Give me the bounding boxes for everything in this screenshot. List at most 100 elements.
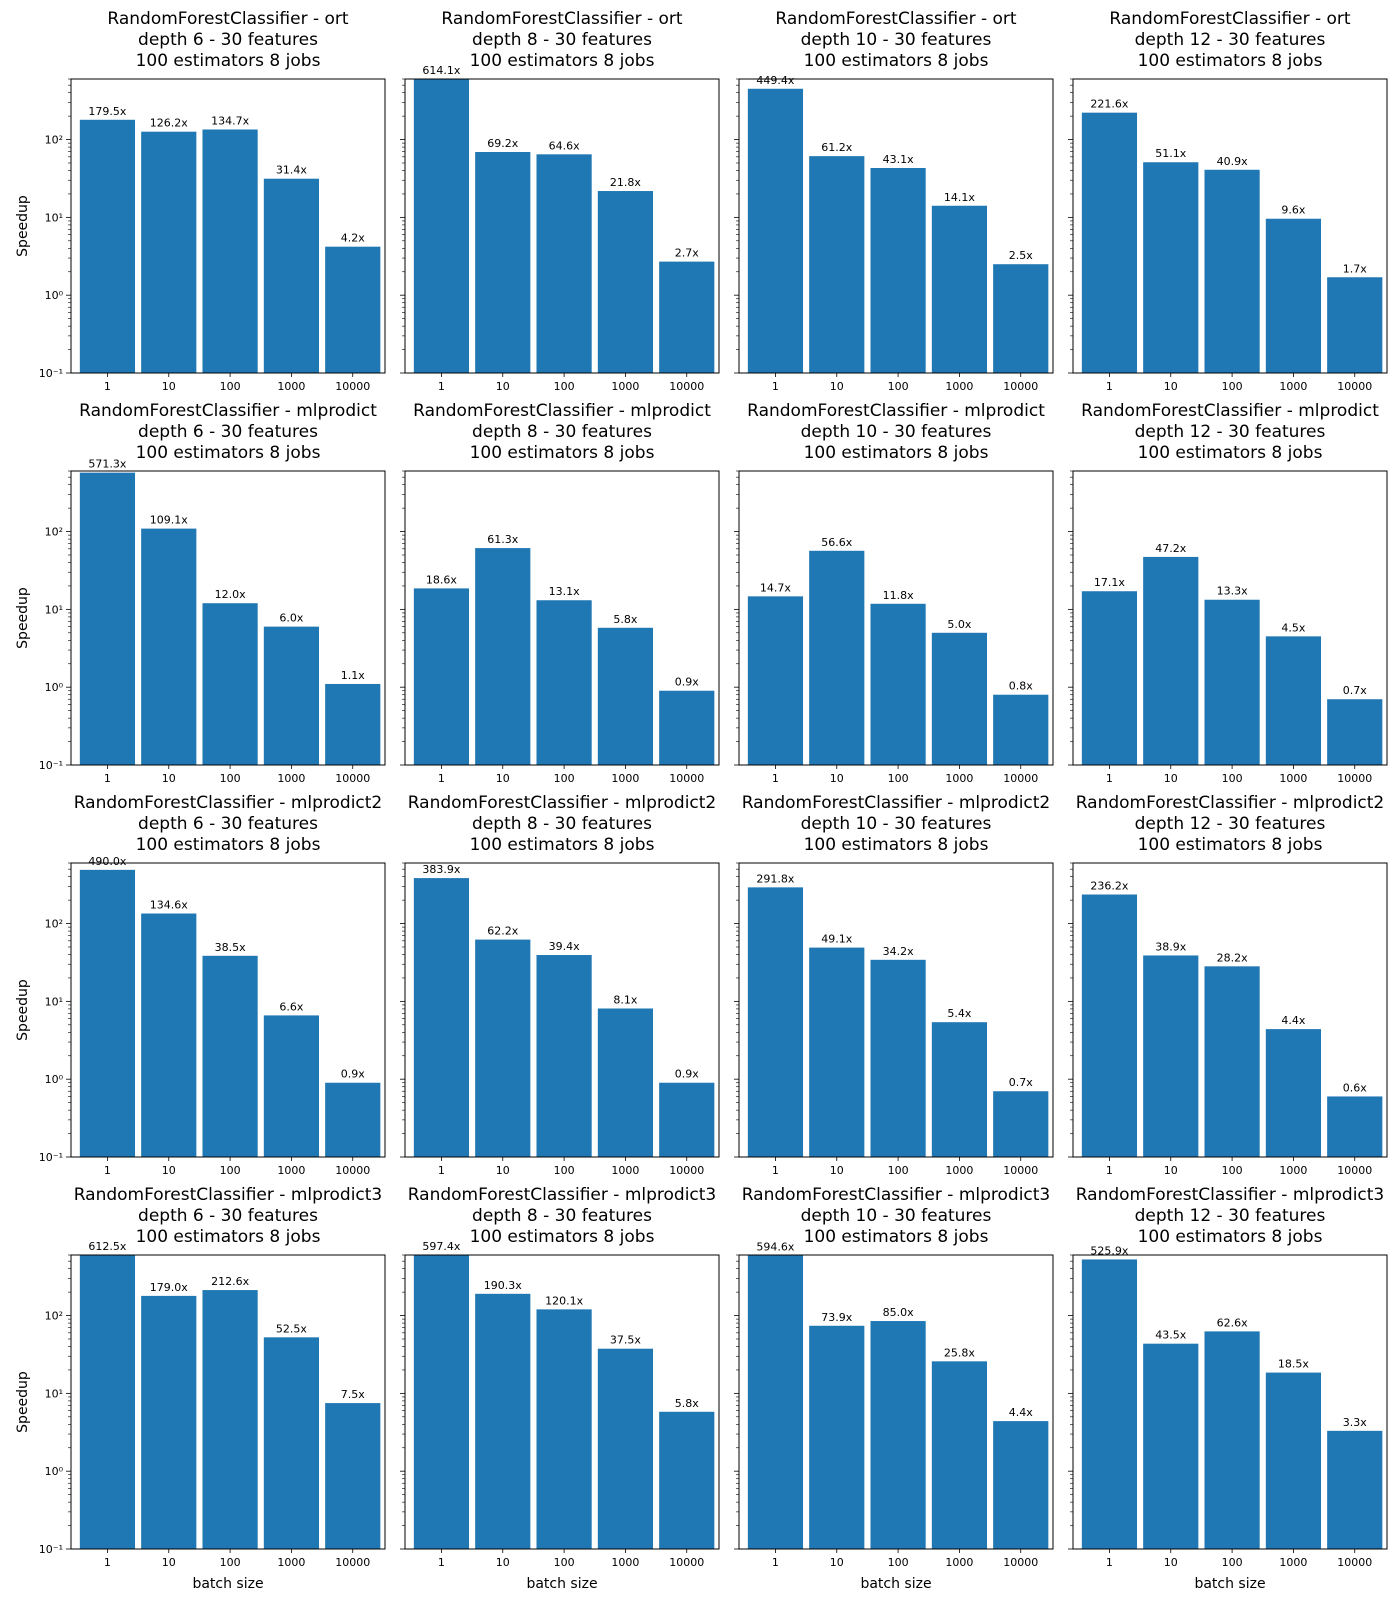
x-tick-label: 1 [1106,772,1113,785]
x-tick-label: 100 [554,772,575,785]
x-tick-label: 1000 [945,380,973,393]
y-axis-label: Speedup [15,587,31,649]
bar-label: 0.9x [675,1068,699,1081]
bar-label: 190.3x [484,1279,522,1292]
axes-frame [1072,1254,1388,1550]
y-tick-label: 10² [45,134,63,147]
bar-label: 571.3x [88,458,126,471]
bar-label: 14.7x [760,581,791,594]
bar-label: 5.8x [613,613,637,626]
x-tick-label: 10 [162,1164,176,1177]
x-tick-label: 1 [772,1556,779,1569]
axes-frame [70,862,386,1158]
subplot-title-line: 100 estimators 8 jobs [804,443,989,463]
bar-label: 597.4x [422,1240,460,1253]
subplot-title-line: 100 estimators 8 jobs [136,835,321,855]
x-tick-label: 10 [496,1164,510,1177]
axes-frame [70,470,386,766]
subplot-title-line: 100 estimators 8 jobs [804,835,989,855]
subplot-title-line: 100 estimators 8 jobs [804,1227,989,1247]
x-tick-label: 10 [496,772,510,785]
x-tick-label: 1000 [945,772,973,785]
axes-frame [404,470,720,766]
subplot-title-line: depth 10 - 30 features [801,30,992,50]
y-tick-label: 10¹ [45,1387,63,1400]
bar [79,119,136,373]
subplot-10: RandomForestClassifier - mlprodict2depth… [400,793,720,1177]
y-tick-label: 10⁻¹ [39,759,63,772]
bar [931,632,988,765]
bar [1327,699,1383,765]
bar [1265,1372,1322,1549]
subplot-title-line: 100 estimators 8 jobs [136,51,321,71]
bar-label: 490.0x [88,855,126,868]
x-tick-label: 10000 [669,772,704,785]
x-tick-label: 10000 [1003,380,1038,393]
bar [325,1082,381,1157]
x-tick-label: 1000 [945,1556,973,1569]
x-tick-label: 1000 [277,1164,305,1177]
y-tick-label: 10¹ [45,603,63,616]
bar [659,261,715,373]
bar [536,1309,592,1549]
x-tick-label: 10000 [669,380,704,393]
x-axis-label: batch size [526,1576,597,1592]
subplot-title-line: RandomForestClassifier - mlprodict [413,401,711,421]
x-tick-label: 10 [496,1556,510,1569]
bar-label: 56.6x [821,536,852,549]
subplot-5: RandomForestClassifier - mlprodictdepth … [15,401,386,785]
x-tick-label: 10 [1164,772,1178,785]
bar-label: 120.1x [545,1294,583,1307]
bar-label: 134.7x [211,114,249,127]
subplot-title-line: RandomForestClassifier - mlprodict3 [408,1185,717,1205]
axes-frame [70,1254,386,1550]
x-tick-label: 10000 [1003,1164,1038,1177]
bar [1204,599,1260,765]
x-tick-label: 1000 [1279,772,1307,785]
bar-label: 594.6x [756,1240,794,1253]
subplot-title-line: 100 estimators 8 jobs [470,835,655,855]
bar [1143,955,1199,1157]
subplot-13: RandomForestClassifier - mlprodict3depth… [15,1185,386,1592]
bar-label: 43.5x [1155,1329,1186,1342]
bar [202,955,258,1157]
subplot-9: RandomForestClassifier - mlprodict2depth… [15,793,386,1177]
x-tick-label: 10 [1164,380,1178,393]
subplot-title-line: 100 estimators 8 jobs [470,1227,655,1247]
x-tick-label: 1 [1106,380,1113,393]
x-tick-label: 100 [888,1164,909,1177]
subplot-title-line: RandomForestClassifier - mlprodict2 [74,793,383,813]
bar-label: 62.6x [1217,1316,1248,1329]
bar-label: 2.7x [675,247,699,260]
axes-frame [70,78,386,374]
x-tick-label: 1 [1106,1164,1113,1177]
y-tick-label: 10⁻¹ [39,1543,63,1556]
subplot-7: RandomForestClassifier - mlprodictdepth … [734,401,1054,785]
x-tick-label: 1000 [277,772,305,785]
bar [141,1295,197,1549]
bar [475,548,531,765]
bar-label: 31.4x [276,164,307,177]
y-tick-label: 10² [45,918,63,931]
bar-label: 12.0x [215,588,246,601]
x-tick-label: 1000 [611,772,639,785]
subplot-12: RandomForestClassifier - mlprodict2depth… [1068,793,1388,1177]
x-tick-label: 1 [104,1164,111,1177]
bar [325,246,381,373]
x-tick-label: 1000 [611,1556,639,1569]
axes-frame [738,78,1054,374]
bar [993,1091,1049,1157]
bar-label: 34.2x [883,945,914,958]
bar [1204,966,1260,1157]
y-tick-label: 10⁰ [45,1073,64,1086]
bar-label: 2.5x [1009,249,1033,262]
bar [202,129,258,373]
bar-label: 8.1x [613,993,637,1006]
axes-frame [1072,862,1388,1158]
bar [141,913,197,1157]
bar [536,154,592,373]
x-tick-label: 100 [888,1556,909,1569]
